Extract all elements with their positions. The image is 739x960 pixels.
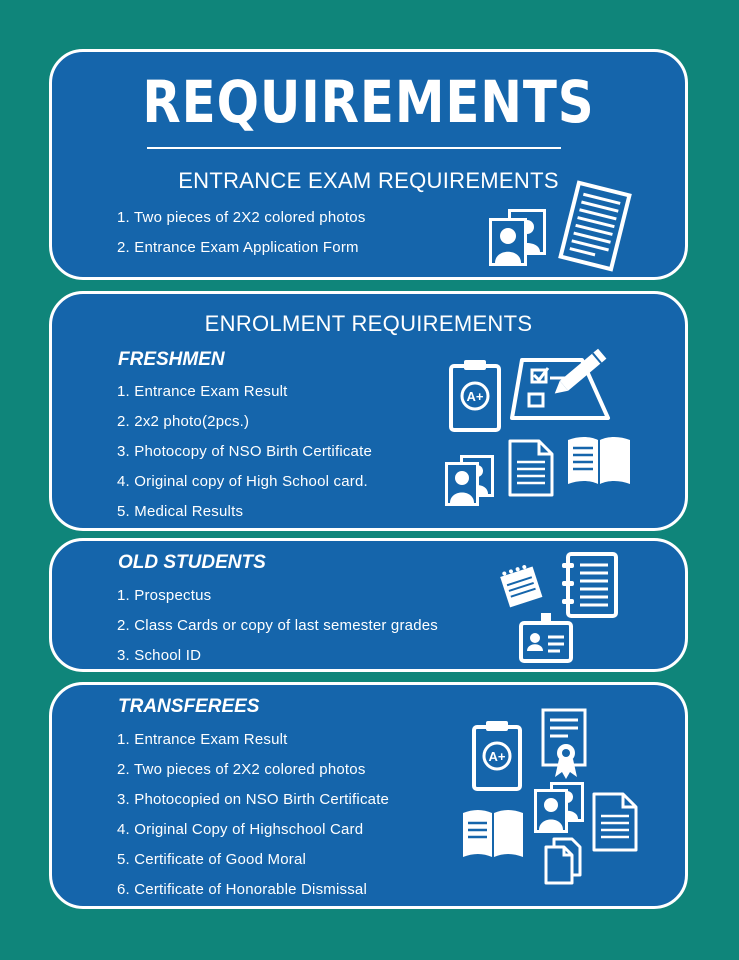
grade-text: A+ bbox=[467, 389, 484, 404]
list-item: 5. Medical Results bbox=[117, 503, 244, 520]
enrolment-heading: ENROLMENT REQUIREMENTS bbox=[204, 311, 533, 336]
notepad-icon bbox=[500, 565, 543, 608]
certificate-icon bbox=[541, 708, 587, 779]
entrance-exam-panel: REQUIREMENTS ENTRANCE EXAM REQUIREMENTS … bbox=[49, 49, 688, 280]
transferees-panel: TRANSFEREES 1. Entrance Exam Result 2. T… bbox=[49, 682, 688, 909]
enrolment-panel: ENROLMENT REQUIREMENTS FRESHMEN 1. Entra… bbox=[49, 291, 688, 531]
old-students-panel: OLD STUDENTS 1. Prospectus 2. Class Card… bbox=[49, 538, 688, 672]
grade-text: A+ bbox=[489, 749, 506, 764]
freshmen-heading: FRESHMEN bbox=[118, 349, 225, 370]
page-title: REQUIREMENTS bbox=[142, 68, 595, 136]
freshmen-list: 1. Entrance Exam Result 2. 2x2 photo(2pc… bbox=[117, 383, 372, 533]
entrance-exam-heading: ENTRANCE EXAM REQUIREMENTS bbox=[178, 168, 559, 193]
list-item: 2. Two pieces of 2X2 colored photos bbox=[117, 761, 366, 778]
transferees-list: 1. Entrance Exam Result 2. Two pieces of… bbox=[117, 731, 389, 911]
planner-icon bbox=[562, 552, 618, 618]
transferees-heading: TRANSFEREES bbox=[118, 696, 260, 717]
document-icon bbox=[508, 439, 554, 497]
id-card-icon bbox=[519, 613, 573, 663]
list-item: 3. Photocopied on NSO Birth Certificate bbox=[117, 791, 390, 808]
photos-icon bbox=[445, 455, 494, 506]
checklist-pencil-icon bbox=[510, 348, 610, 420]
application-form-icon bbox=[558, 180, 632, 272]
list-item: 4. Original Copy of Highschool Card bbox=[117, 821, 364, 838]
list-item: 1. Prospectus bbox=[117, 587, 212, 604]
list-item: 2. 2x2 photo(2pcs.) bbox=[117, 413, 250, 430]
old-students-list: 1. Prospectus 2. Class Cards or copy of … bbox=[117, 587, 438, 677]
id-photos-icon bbox=[489, 209, 546, 266]
list-item: 1. Entrance Exam Result bbox=[117, 383, 288, 400]
list-item: 1. Two pieces of 2X2 colored photos bbox=[117, 209, 366, 226]
copies-icon bbox=[544, 837, 582, 885]
grade-clipboard-icon: A+ bbox=[449, 360, 501, 432]
photos-icon bbox=[534, 782, 584, 833]
list-item: 1. Entrance Exam Result bbox=[117, 731, 288, 748]
list-item: 3. School ID bbox=[117, 647, 202, 664]
list-item: 2. Class Cards or copy of last semester … bbox=[117, 617, 438, 634]
list-item: 6. Certificate of Honorable Dismissal bbox=[117, 881, 367, 898]
list-item: 2. Entrance Exam Application Form bbox=[117, 239, 359, 256]
list-item: 3. Photocopy of NSO Birth Certificate bbox=[117, 443, 373, 460]
grade-clipboard-icon: A+ bbox=[472, 721, 522, 791]
title-divider bbox=[147, 147, 561, 149]
list-item: 4. Original copy of High School card. bbox=[117, 473, 368, 490]
entrance-exam-list: 1. Two pieces of 2X2 colored photos 2. E… bbox=[117, 209, 366, 269]
document-icon bbox=[592, 792, 638, 852]
list-item: 5. Certificate of Good Moral bbox=[117, 851, 307, 868]
open-book-icon bbox=[463, 810, 523, 857]
old-students-heading: OLD STUDENTS bbox=[118, 552, 266, 573]
open-book-icon bbox=[568, 437, 630, 484]
